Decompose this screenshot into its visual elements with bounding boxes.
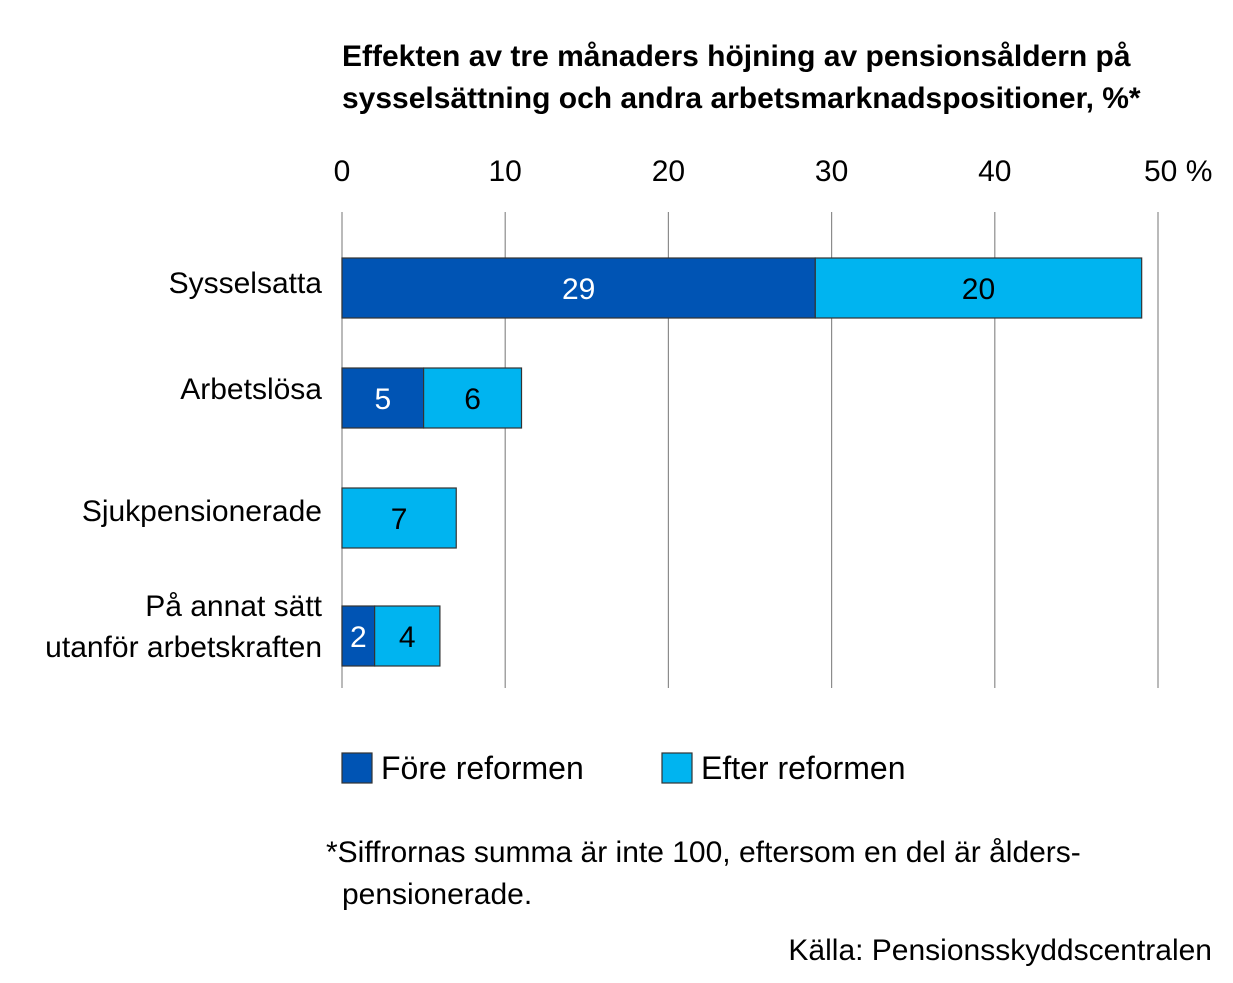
category-label-3-0: På annat sätt [145, 590, 322, 623]
x-axis-ticks: 0 10 20 30 40 50 % [334, 155, 1213, 188]
data-label-efter-1: 6 [464, 383, 481, 416]
footnote-line-2: pensionerade. [342, 878, 532, 911]
category-labels: Sysselsatta Arbetslösa Sjukpensionerade På … [45, 267, 322, 664]
category-label-2: Sjukpensionerade [82, 495, 322, 528]
x-tick-label-3: 30 [815, 155, 848, 188]
data-label-efter-0: 20 [962, 273, 995, 306]
bar-efter-0 [814, 257, 1143, 319]
bar-efter-3 [374, 605, 441, 667]
chart-title-line-1: Effekten av tre månaders höjning av pens… [342, 40, 1131, 73]
chart-title-line-2: sysselsättning och andra arbetsmarknadsp… [342, 82, 1141, 115]
bars: 29 20 5 6 7 2 4 [341, 257, 1143, 667]
category-label-0: Sysselsatta [169, 267, 323, 300]
bar-efter-2 [341, 487, 457, 549]
legend-swatch-efter [661, 752, 693, 784]
data-label-fore-3: 2 [350, 621, 367, 654]
legend-swatch-fore [341, 752, 373, 784]
x-tick-label-5: 50 % [1144, 155, 1212, 188]
data-label-fore-1: 5 [374, 383, 391, 416]
legend-label-efter: Efter reformen [701, 750, 906, 786]
data-label-efter-2: 7 [391, 503, 408, 536]
chart-title: Effekten av tre månaders höjning av pens… [342, 40, 1141, 115]
bar-efter-1 [423, 367, 523, 429]
bar-fore-3 [341, 605, 376, 667]
footnote: *Siffrornas summa är inte 100, eftersom … [326, 836, 1212, 967]
x-tick-label-1: 10 [489, 155, 522, 188]
footnote-line-1: *Siffrornas summa är inte 100, eftersom … [326, 836, 1081, 869]
legend-label-fore: Före reformen [381, 750, 584, 786]
x-tick-label-0: 0 [334, 155, 351, 188]
category-label-1: Arbetslösa [180, 373, 322, 406]
x-tick-label-4: 40 [978, 155, 1011, 188]
legend: Före reformen Efter reformen [341, 750, 906, 786]
x-tick-label-2: 20 [652, 155, 685, 188]
data-label-fore-0: 29 [562, 273, 595, 306]
source-label: Källa: Pensionsskyddscentralen [788, 934, 1212, 967]
category-label-3-1: utanför arbetskraften [45, 631, 322, 664]
data-label-efter-3: 4 [399, 621, 416, 654]
bar-fore-0 [341, 257, 816, 319]
